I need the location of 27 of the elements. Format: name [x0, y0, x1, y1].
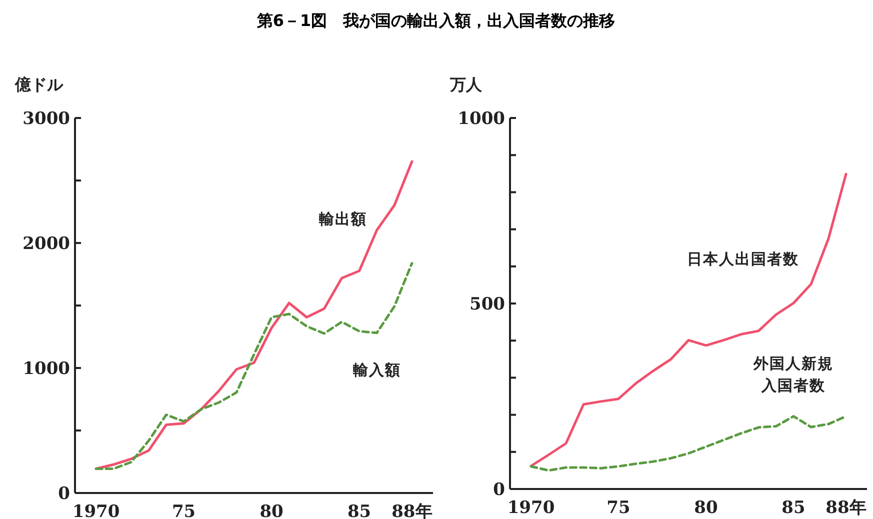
y-tick-label: 2000 [22, 234, 70, 254]
y-axis-title: 億ドル [14, 75, 64, 94]
line-series [530, 172, 848, 468]
x-tick-label: 80 [694, 498, 718, 518]
y-tick-label: 1000 [22, 359, 70, 379]
x-tick-label: 75 [172, 502, 196, 519]
y-tick-label: 500 [470, 294, 506, 314]
line-series [94, 262, 414, 470]
series-label: 輸出額 [318, 210, 367, 228]
x-tick-label: 85 [347, 502, 372, 519]
line-series [94, 160, 414, 470]
x-tick-label: 88年 [392, 502, 432, 519]
y-axis-title: 万人 [449, 75, 483, 94]
x-tick-label: 1970 [72, 502, 120, 519]
x-tick-label: 1970 [507, 498, 555, 518]
series-label: 外国人新規入国者数 [752, 354, 834, 394]
x-tick-label: 88年 [826, 498, 866, 518]
x-tick-label: 80 [260, 502, 284, 519]
y-tick-label: 1000 [458, 109, 506, 129]
y-tick-label: 3000 [22, 109, 70, 129]
x-tick-label: 85 [782, 498, 806, 518]
y-tick-label: 0 [58, 484, 70, 504]
chart-title: 第6－1図 我が国の輸出入額，出入国者数の推移 [256, 11, 616, 30]
y-tick-label: 0 [493, 480, 506, 500]
x-tick-label: 75 [606, 498, 630, 518]
text: 輸入額 [352, 360, 401, 379]
series-label: 日本人出国者数 [687, 250, 799, 268]
